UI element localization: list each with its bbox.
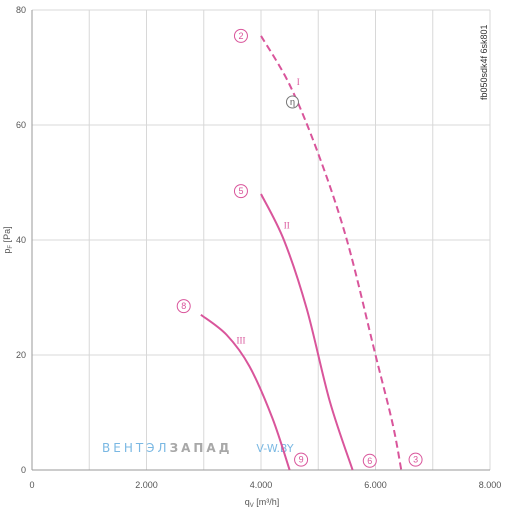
- y-tick-label: 40: [16, 235, 26, 245]
- series-label-II: II: [284, 221, 290, 231]
- watermark-right: V-W.BY: [256, 442, 293, 455]
- x-tick-label: 0: [29, 480, 34, 490]
- curve-marker-number: 3: [413, 455, 418, 465]
- curve-marker-circle: [294, 452, 309, 467]
- curve-marker-2: 2: [233, 28, 248, 43]
- series-line-II: [260, 193, 354, 471]
- tick-labels: 0 2.000 4.000 6.000 8.000 0 20 40 60 80: [16, 5, 501, 490]
- x-tick-label: 2.000: [135, 480, 158, 490]
- product-code-label: fb050sdk4f 6sk801: [479, 24, 489, 100]
- curve-marker-number: 8: [181, 301, 186, 311]
- curve-marker-8: 8: [176, 299, 191, 314]
- x-tick-label: 8.000: [479, 480, 502, 490]
- y-axis-label: pF [Pa]: [2, 226, 14, 253]
- curve-marker-number: 2: [238, 31, 243, 41]
- series-line-III: [200, 313, 291, 471]
- curve-marker-3: 3: [408, 452, 423, 467]
- y-tick-label: 60: [16, 120, 26, 130]
- axes: [31, 10, 490, 471]
- efficiency-marker-symbol: η: [290, 97, 295, 107]
- series-markers: I 2 3 II 5 6 III 8 9 η: [176, 28, 423, 468]
- efficiency-marker-circle: [285, 95, 299, 109]
- x-tick-label: 4.000: [250, 480, 273, 490]
- watermark: ВЕНТЭЛЗАПАД V-W.BY: [102, 441, 294, 455]
- series-lines: [200, 35, 403, 471]
- series-line-I: [260, 35, 403, 471]
- x-axis-label: qV [m³/h]: [245, 497, 280, 509]
- grid-lines: [32, 9, 491, 470]
- x-tick-label: 6.000: [364, 480, 387, 490]
- curve-marker-circle: [233, 184, 248, 199]
- series-label-III: III: [236, 336, 245, 346]
- curve-marker-circle: [362, 453, 377, 468]
- watermark-left: ВЕНТЭЛ: [102, 441, 170, 455]
- curve-marker-number: 5: [238, 186, 243, 196]
- curve-marker-5: 5: [233, 184, 248, 199]
- y-tick-label: 20: [16, 350, 26, 360]
- curve-marker-number: 9: [299, 455, 304, 465]
- curve-marker-circle: [233, 28, 248, 43]
- curve-marker-number: 6: [367, 456, 372, 466]
- series-label-I: I: [297, 77, 300, 87]
- efficiency-marker: η: [285, 95, 299, 109]
- curve-marker-6: 6: [362, 453, 377, 468]
- y-tick-label: 0: [21, 465, 26, 475]
- curve-marker-9: 9: [294, 452, 309, 467]
- curve-marker-circle: [408, 452, 423, 467]
- curve-marker-circle: [176, 299, 191, 314]
- watermark-middle: ЗАПАД: [170, 441, 233, 455]
- y-tick-label: 80: [16, 5, 26, 15]
